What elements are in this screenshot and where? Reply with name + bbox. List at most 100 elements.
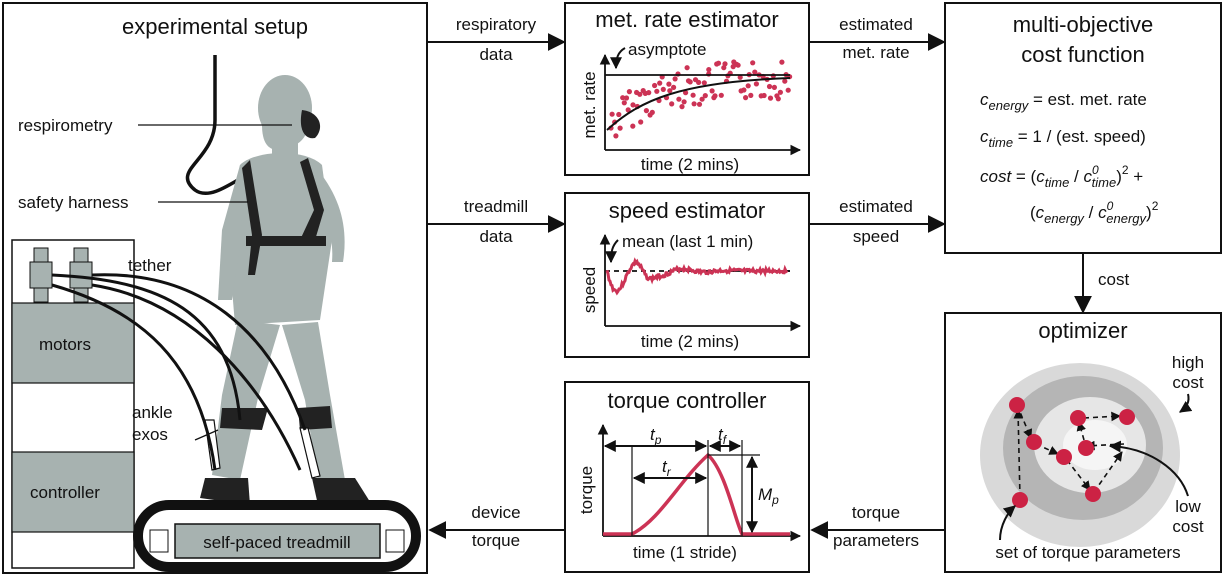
optimizer-title: optimizer bbox=[1038, 318, 1127, 343]
met-data-point bbox=[687, 79, 693, 85]
tether-label: tether bbox=[128, 256, 172, 275]
met-data-point bbox=[646, 90, 652, 96]
tr-label: tr bbox=[662, 457, 672, 479]
met-data-point bbox=[609, 111, 615, 117]
cost-function-panel: multi-objective cost function cenergy = … bbox=[944, 2, 1222, 254]
met-rate-estimator-panel: met. rate estimator asymptote met. rate … bbox=[564, 2, 810, 176]
met-data-point bbox=[620, 95, 626, 101]
met-data-point bbox=[696, 101, 703, 107]
met-data-point bbox=[718, 92, 724, 98]
setup-callouts: respirometry safety harness tether ankle… bbox=[18, 116, 292, 444]
respiratory-data-label-1: respiratory bbox=[456, 15, 537, 34]
high-cost-label-1: high bbox=[1172, 353, 1204, 372]
met-data-point bbox=[752, 69, 758, 75]
speed-estimator-title: speed estimator bbox=[609, 198, 766, 223]
motors-label: motors bbox=[39, 335, 91, 354]
tp-label: tp bbox=[650, 425, 662, 447]
treadmill-data-label-1: treadmill bbox=[464, 197, 528, 216]
parameter-points bbox=[1009, 397, 1135, 508]
torque-params-label-2: parameters bbox=[833, 531, 919, 550]
met-data-point bbox=[649, 109, 655, 115]
speed-trace bbox=[605, 257, 789, 296]
cost-title-1: multi-objective bbox=[1013, 12, 1154, 37]
met-data-point bbox=[638, 119, 644, 125]
met-data-point bbox=[679, 104, 685, 110]
met-data-point bbox=[782, 78, 788, 84]
met-data-point bbox=[785, 87, 791, 93]
estimated-speed-label-1: estimated bbox=[839, 197, 913, 216]
met-data-point bbox=[766, 83, 773, 90]
met-data-point bbox=[691, 101, 697, 107]
treadmill-label: self-paced treadmill bbox=[203, 533, 350, 552]
estimated-met-label-2: met. rate bbox=[842, 43, 909, 62]
experimental-setup-panel: experimental setup motors controller bbox=[2, 2, 428, 574]
speed-plot: mean (last 1 min) speed time (2 mins) bbox=[580, 232, 802, 351]
met-data-point bbox=[701, 80, 707, 86]
met-data-point bbox=[706, 67, 712, 73]
met-data-point bbox=[684, 65, 690, 71]
met-data-point bbox=[748, 92, 754, 98]
met-data-point bbox=[654, 88, 660, 94]
optimizer-panel: optimizer high cost bbox=[944, 312, 1222, 573]
met-data-point bbox=[626, 89, 633, 95]
cost-title-2: cost function bbox=[1021, 42, 1145, 67]
met-data-point bbox=[737, 74, 743, 80]
respirometry-label: respirometry bbox=[18, 116, 113, 135]
met-data-point bbox=[775, 96, 781, 102]
met-data-point bbox=[712, 93, 718, 99]
met-data-point bbox=[630, 102, 636, 108]
met-data-point bbox=[690, 92, 696, 98]
respiratory-data-label-2: data bbox=[479, 45, 513, 64]
torque-xlabel: time (1 stride) bbox=[633, 543, 737, 562]
met-data-point bbox=[667, 88, 673, 94]
met-data-point bbox=[743, 95, 749, 101]
met-data-point bbox=[671, 84, 677, 90]
met-data-point bbox=[709, 88, 715, 94]
met-data-point bbox=[696, 79, 702, 85]
met-estimator-title: met. rate estimator bbox=[595, 7, 778, 32]
met-plot: asymptote met. rate time (2 mins) bbox=[580, 40, 802, 174]
met-xlabel: time (2 mins) bbox=[641, 155, 739, 174]
torque-params-label-1: torque bbox=[852, 503, 900, 522]
met-data-point bbox=[735, 62, 741, 68]
device-torque-label-2: torque bbox=[472, 531, 520, 550]
speed-xlabel: time (2 mins) bbox=[641, 332, 739, 351]
torque-controller-panel: torque controller tp tf tr Mp torque tim… bbox=[564, 381, 810, 573]
person-figure bbox=[200, 75, 372, 505]
met-data-point bbox=[672, 76, 678, 82]
energy-equation: cenergy = est. met. rate bbox=[980, 90, 1147, 113]
met-ylabel: met. rate bbox=[580, 71, 599, 138]
estimated-speed-label-2: speed bbox=[853, 227, 899, 246]
torque-controller-title: torque controller bbox=[608, 388, 767, 413]
met-data-point bbox=[657, 80, 663, 86]
met-data-point bbox=[771, 84, 778, 90]
speed-estimator-panel: speed estimator mean (last 1 min) speed … bbox=[564, 192, 810, 358]
met-data-point bbox=[741, 87, 747, 93]
mp-label: Mp bbox=[758, 485, 779, 507]
met-fit-curve bbox=[606, 77, 791, 131]
met-data-point bbox=[750, 60, 756, 66]
low-cost-label-1: low bbox=[1175, 497, 1201, 516]
torque-ylabel: torque bbox=[577, 466, 596, 514]
met-data-point bbox=[666, 81, 672, 87]
flow-arrows: respiratory data treadmill data device t… bbox=[428, 15, 1129, 550]
mean-label: mean (last 1 min) bbox=[622, 232, 753, 251]
met-data-point bbox=[621, 100, 627, 106]
met-data-point bbox=[753, 81, 760, 87]
tf-label: tf bbox=[718, 425, 728, 447]
treadmill: self-paced treadmill bbox=[133, 500, 421, 572]
treadmill-data-label-2: data bbox=[479, 227, 513, 246]
met-data-point bbox=[617, 125, 623, 131]
low-cost-label-2: cost bbox=[1172, 517, 1203, 536]
met-data-point bbox=[652, 82, 658, 89]
met-data-point bbox=[637, 91, 643, 97]
motors-box bbox=[11, 302, 135, 384]
cost-equation-line-1: cost = (ctime / c0 time)2 + bbox=[980, 163, 1143, 190]
met-data-point bbox=[681, 99, 687, 105]
met-data-point bbox=[779, 59, 785, 65]
met-data-point bbox=[767, 95, 774, 101]
estimated-met-label-1: estimated bbox=[839, 15, 913, 34]
cost-equation-line-2: (cenergy / c0 energy)2 bbox=[1030, 199, 1159, 226]
met-data-point bbox=[669, 101, 675, 107]
